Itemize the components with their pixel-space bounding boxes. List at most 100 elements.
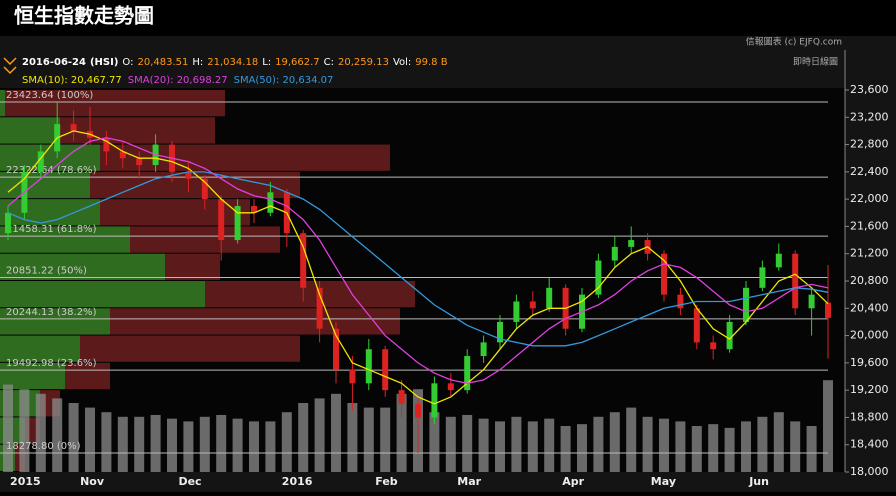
profile-up: [0, 226, 130, 253]
volume-bar: [281, 412, 292, 472]
profile-up: [0, 308, 110, 335]
volume-bar: [823, 380, 833, 472]
x-tick-label: Dec: [178, 475, 201, 488]
volume-bar: [593, 416, 604, 472]
y-tick-label: 22,000: [850, 192, 889, 205]
header-item: 21,034.18: [207, 57, 258, 68]
level-label: 20244.13 (38.2%): [6, 307, 97, 318]
candle-body: [792, 253, 799, 309]
y-tick-label: 20,400: [850, 301, 889, 314]
source: 信報圖表 (c) EJFQ.com: [746, 36, 842, 48]
header-item: L:: [262, 57, 271, 68]
profile-down: [60, 117, 215, 144]
volume-bar: [249, 421, 259, 472]
candle-body: [710, 342, 717, 350]
volume-bar: [445, 416, 456, 472]
ohlc-header: 2016-06-24 (HSI) O: 20,483.51 H: 21,034.18 L: 1…: [22, 57, 448, 68]
profile-down: [110, 308, 400, 335]
volume-bar: [167, 418, 177, 472]
candle-body: [677, 294, 684, 309]
x-tick-label: Jun: [748, 475, 769, 488]
y-tick-label: 22,400: [850, 165, 889, 178]
level-label: 19492.98 (23.6%): [6, 358, 97, 369]
candle-body: [775, 253, 782, 268]
volume-bar: [708, 424, 719, 472]
volume-bar: [134, 416, 145, 472]
volume-bar: [609, 412, 620, 472]
candle-body: [808, 294, 815, 309]
header-item: H:: [192, 57, 203, 68]
volume-bar: [741, 421, 751, 472]
volume-bar: [3, 384, 13, 472]
sma-line: [7, 130, 829, 405]
y-tick-label: 20,800: [850, 274, 889, 287]
profile-up: [0, 253, 165, 280]
x-tick-label: Apr: [562, 475, 584, 488]
sma-line: [7, 137, 829, 384]
candle-body: [497, 321, 503, 343]
volume-bar: [265, 421, 276, 472]
candle-body: [70, 124, 77, 131]
header-item: 2016-06-24: [22, 57, 86, 68]
volume-bar: [478, 418, 489, 472]
y-tick-label: 21,600: [850, 219, 889, 232]
y-tick-label: 23,600: [850, 83, 889, 96]
candle-body: [759, 267, 766, 288]
candle-body: [431, 383, 438, 418]
y-tick-label: 19,600: [850, 356, 889, 369]
volume-bar: [101, 412, 112, 472]
y-tick-label: 18,000: [850, 465, 889, 478]
volume-bar: [363, 407, 374, 472]
volume-bar: [183, 421, 194, 472]
sma-item: SMA(10): 20,467.77: [22, 75, 122, 86]
volume-bar: [577, 424, 587, 472]
candle-body: [464, 356, 471, 391]
volume-bar: [659, 418, 669, 472]
title-bar: [0, 0, 896, 33]
x-tick-label: Feb: [375, 475, 398, 488]
sma-item: SMA(50): 20,634.07: [234, 75, 334, 86]
candle-body: [5, 212, 11, 234]
candle-body: [316, 287, 323, 329]
volume-bar: [347, 403, 358, 472]
volume-bar: [85, 407, 95, 472]
volume-bar: [790, 421, 801, 472]
candle-body: [546, 287, 553, 309]
y-tick-label: 19,200: [850, 383, 889, 396]
header-item: Vol:: [393, 57, 411, 68]
profile-down: [100, 199, 250, 226]
profile-down: [165, 253, 220, 280]
volume-bar: [462, 414, 473, 472]
candle-body: [103, 137, 110, 152]
volume-bar: [19, 389, 30, 472]
volume-bar: [199, 416, 210, 472]
profile-down: [80, 335, 300, 362]
candle-body: [382, 349, 389, 391]
candle-body: [726, 321, 733, 350]
candle-body: [251, 205, 257, 213]
y-tick-label: 18,400: [850, 438, 889, 451]
candle-body: [119, 151, 126, 159]
candle-body: [185, 171, 192, 179]
profile-down: [205, 281, 415, 308]
candle-body: [365, 349, 372, 384]
level-label: 23423.64 (100%): [6, 90, 93, 101]
volume-bar: [626, 407, 637, 472]
candle-body: [415, 403, 421, 418]
profile-up: [0, 117, 60, 144]
profile-down: [65, 362, 110, 390]
collapse-icon: [3, 57, 17, 75]
volume-bar: [527, 421, 538, 472]
volume-bar: [691, 426, 702, 472]
x-tick-label: 2016: [282, 475, 313, 488]
candle-body: [595, 260, 602, 295]
sma-line: [7, 171, 829, 347]
chart-title: 恒生指數走勢圖: [14, 4, 154, 28]
profile-up: [0, 281, 205, 308]
volume-bar: [232, 418, 243, 472]
profile-up: [0, 90, 5, 117]
candle-body: [480, 342, 487, 357]
volume-bar: [380, 407, 391, 472]
